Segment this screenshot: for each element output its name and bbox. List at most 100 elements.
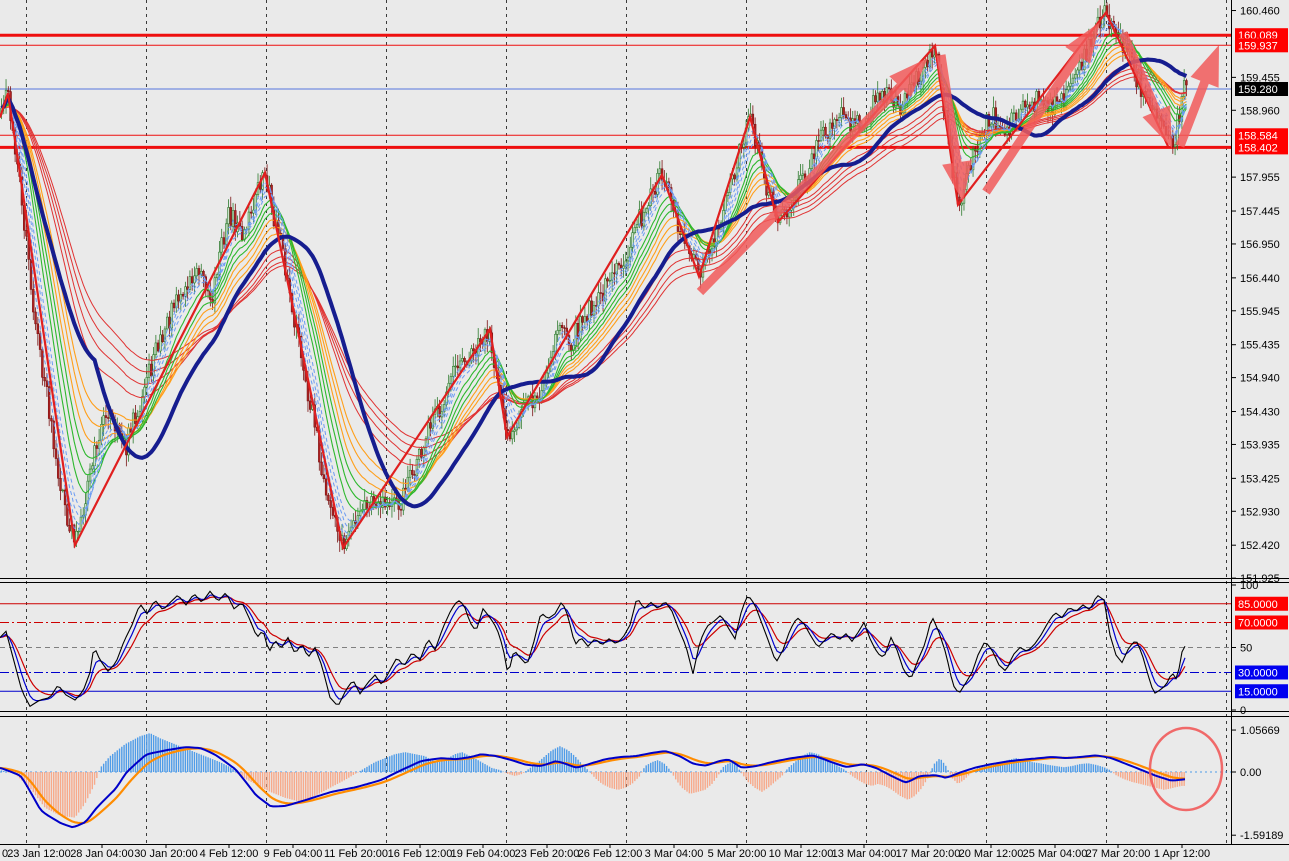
price-axis[interactable]: 160.460 159.455 158.960 157.955 157.445 156.9…: [1231, 6, 1288, 843]
bull-candle-body: [1021, 100, 1025, 110]
histogram-bar-positive: [391, 755, 393, 772]
histogram-bar-positive: [534, 764, 536, 772]
histogram-bar-positive: [230, 767, 232, 772]
histogram-bar-negative: [702, 772, 704, 791]
histogram-bar-positive: [570, 752, 572, 772]
histogram-bar-negative: [620, 772, 622, 789]
bull-candle-body: [742, 143, 745, 148]
bull-candle-body: [415, 458, 419, 476]
histogram-bar-negative: [901, 772, 904, 798]
histogram-bar-positive: [491, 767, 493, 772]
histogram-bar-negative: [352, 772, 355, 775]
bull-candle-body: [990, 123, 993, 127]
histogram-bar-positive: [1067, 766, 1070, 772]
bull-candle-body: [511, 431, 514, 440]
bull-candle-body: [960, 202, 963, 206]
bear-candle-body: [697, 258, 700, 270]
time-tick-label: 27 Mar 20:00: [1086, 848, 1151, 860]
histogram-bar-positive: [942, 762, 945, 772]
histogram-bar-positive: [107, 758, 109, 772]
histogram-bar-positive: [148, 733, 150, 772]
histogram-bar-positive: [477, 760, 479, 772]
histogram-bar-positive: [647, 764, 650, 772]
highlight-circle[interactable]: [1148, 726, 1224, 812]
histogram-bar-negative: [327, 772, 330, 789]
histogram-bar-positive: [824, 758, 827, 772]
histogram-bar-negative: [861, 772, 863, 783]
bull-candle-body: [631, 232, 634, 248]
ma-blue-dashed-line: [1, 19, 1187, 534]
histogram-bar-positive: [808, 752, 811, 772]
trend-arrows[interactable]: [696, 22, 1219, 296]
histogram-bar-positive: [436, 761, 439, 772]
histogram-bar-positive: [202, 755, 205, 772]
price-tick-label: 160.460: [1240, 6, 1280, 18]
oscillator-panel[interactable]: [0, 590, 1231, 708]
histogram-bar-negative: [768, 772, 770, 788]
bear-candle-body: [324, 478, 328, 496]
histogram-bar-negative: [711, 772, 713, 784]
histogram-bar-negative: [704, 772, 706, 790]
bear-candle-body: [463, 358, 466, 363]
bear-candle-body: [383, 496, 387, 508]
histogram-bar-negative: [718, 772, 720, 775]
histogram-bar-positive: [731, 762, 734, 772]
histogram-bar-positive: [552, 749, 554, 772]
time-tick-label: 10 Mar 12:00: [769, 848, 834, 860]
histogram-bar-negative: [593, 772, 595, 777]
histogram-bar-negative: [75, 772, 78, 816]
histogram-bar-negative: [747, 772, 750, 783]
bear-candle-body: [835, 119, 839, 121]
histogram-bar-negative: [96, 772, 98, 779]
axis-price-box: [1235, 596, 1288, 611]
histogram-bar-negative: [509, 772, 511, 775]
histogram-bar-positive: [815, 753, 818, 772]
zigzag-line[interactable]: [0, 10, 1169, 551]
bull-candle-body: [61, 489, 64, 492]
histogram-bar-negative: [1122, 772, 1124, 779]
histogram-bar-positive: [180, 746, 182, 772]
histogram-bar-negative: [1124, 772, 1126, 780]
trend-arrow[interactable]: [696, 58, 928, 296]
trend-arrow[interactable]: [1118, 31, 1172, 149]
bear-candle-body: [134, 412, 137, 424]
histogram-bar-positive: [720, 769, 722, 772]
histogram-bar-positive: [988, 764, 990, 772]
zigzag-polyline[interactable]: [0, 10, 1169, 551]
price-tick-label: 154.430: [1240, 407, 1280, 419]
macd-panel[interactable]: [0, 733, 1231, 829]
histogram-bar-positive: [420, 755, 423, 772]
histogram-bar-negative: [770, 772, 772, 786]
histogram-bar-negative: [886, 772, 888, 787]
time-axis[interactable]: 0 23 Jan 12:00 28 Jan 04:00 30 Jan 20:00 4 F…: [2, 845, 1210, 860]
trend-arrow[interactable]: [982, 22, 1100, 195]
histogram-bar-negative: [870, 772, 872, 786]
bull-candle-body: [658, 168, 662, 174]
histogram-bar-positive: [995, 763, 997, 772]
histogram-bar-negative: [906, 772, 908, 800]
bull-candle-body: [799, 174, 802, 180]
bull-candle-body: [442, 404, 446, 413]
histogram-bar-negative: [677, 772, 679, 783]
trend-arrow[interactable]: [936, 54, 972, 202]
histogram-bar-negative: [958, 772, 961, 783]
histogram-bar-positive: [393, 754, 395, 772]
histogram-bar-negative: [354, 772, 357, 774]
highlight-ellipse[interactable]: [1148, 726, 1224, 812]
histogram-bar-negative: [357, 772, 359, 773]
histogram-bar-positive: [529, 767, 532, 772]
histogram-bar-negative: [252, 772, 255, 784]
bear-candle-body: [47, 386, 51, 419]
histogram-bar-positive: [797, 759, 799, 772]
histogram-bar-positive: [443, 760, 445, 772]
bull-candle-body: [1076, 69, 1079, 75]
trend-arrow[interactable]: [1175, 45, 1219, 148]
histogram-bar-positive: [838, 766, 840, 772]
histogram-bar-negative: [1113, 772, 1115, 774]
histogram-bar-positive: [432, 760, 434, 772]
histogram-bar-negative: [257, 772, 259, 786]
histogram-bar-negative: [1147, 772, 1149, 786]
histogram-bar-positive: [1054, 765, 1056, 772]
